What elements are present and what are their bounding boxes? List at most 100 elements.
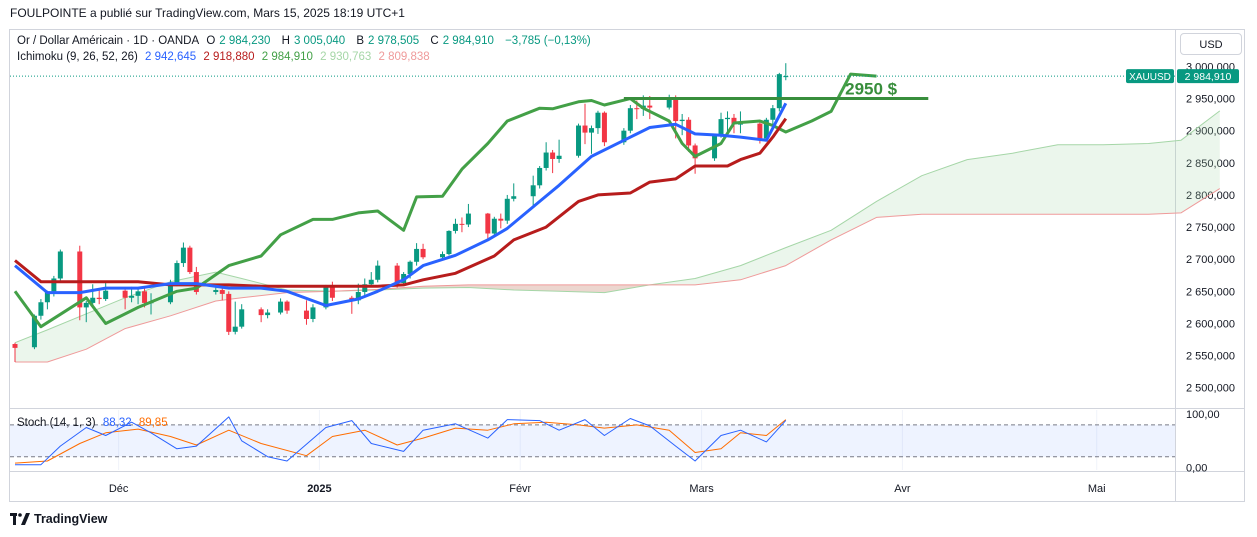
candle-body (96, 297, 102, 300)
candle-body (174, 263, 180, 284)
tradingview-logo-icon (10, 513, 30, 525)
candle (582, 103, 588, 145)
candle (537, 166, 543, 189)
candle (601, 111, 607, 147)
ichimoku-kijun-value: 2 918,880 (203, 51, 255, 63)
open-label: O (206, 35, 216, 47)
candle-body (323, 286, 329, 308)
candle (763, 117, 769, 141)
candle (692, 143, 698, 174)
candle-body (90, 297, 96, 303)
candle-body (647, 105, 653, 108)
candle (90, 284, 96, 306)
candle-body (303, 310, 309, 319)
candle (38, 299, 44, 320)
price-tick-label: 2 800,000 (1186, 190, 1235, 202)
candle (550, 149, 556, 174)
candle-body (278, 301, 284, 313)
candle (219, 288, 225, 301)
candle-body (57, 251, 63, 279)
candle-body (394, 265, 400, 283)
candle (543, 142, 549, 171)
candle (491, 216, 497, 235)
candle-body (556, 155, 562, 159)
candle-body (180, 247, 186, 264)
candle (258, 307, 264, 323)
price-tick-label: 2 950,000 (1186, 94, 1235, 106)
candle (770, 104, 776, 127)
ichimoku-label: Ichimoku (9, 26, 52, 26) (17, 51, 138, 63)
candle (420, 243, 426, 260)
stoch-tick-label: 0,00 (1186, 462, 1207, 474)
candle (303, 300, 309, 325)
low-label: B (356, 35, 365, 47)
candle-body (187, 247, 193, 273)
candle-body (692, 145, 698, 159)
price-tick-label: 2 600,000 (1186, 318, 1235, 330)
candle (504, 194, 510, 224)
stoch-label: Stoch (14, 1, 3) (17, 417, 96, 429)
candle-body (51, 278, 57, 292)
candle (83, 300, 89, 323)
candle-body (44, 291, 50, 303)
candle (783, 63, 789, 81)
candle-body (550, 152, 556, 159)
candle-body (226, 293, 232, 332)
candle-body (355, 291, 361, 301)
candle-body (601, 112, 607, 143)
candle-body (265, 312, 271, 316)
candle-body (582, 125, 588, 133)
candle-body (459, 223, 465, 225)
candle-body (757, 123, 763, 139)
candle (556, 139, 562, 163)
candle-body (511, 196, 517, 199)
last-price-label: 2 984,910 (1185, 71, 1232, 83)
candle-body (310, 307, 316, 319)
time-tick-label: Mars (689, 483, 714, 495)
candle (498, 213, 504, 229)
ichimoku-chikou-line (13, 72, 877, 329)
candle (414, 243, 420, 266)
currency-button[interactable]: USD (1180, 33, 1242, 55)
candle-body (718, 119, 724, 136)
high-value: 3 005,040 (293, 35, 346, 47)
candle (485, 212, 491, 239)
candle (588, 125, 594, 154)
candle-body (634, 108, 640, 110)
candle (57, 249, 63, 283)
candle-body (504, 198, 510, 221)
candle-body (12, 344, 18, 348)
symbol-name: Or / Dollar Américain · 1D · OANDA (17, 35, 200, 47)
candle (686, 117, 692, 152)
ichimoku-span-b (15, 188, 1221, 363)
candle (666, 94, 672, 110)
candle-body (239, 309, 245, 327)
candle-body (770, 108, 776, 120)
candle-body (31, 315, 37, 348)
candle-body (725, 117, 730, 120)
candle (511, 183, 517, 202)
candle (96, 288, 102, 305)
candle-body (232, 326, 238, 332)
candle-body (595, 112, 601, 129)
candle-body (446, 230, 452, 255)
candle-body (465, 213, 471, 225)
candle-body (686, 119, 692, 146)
candle (174, 260, 180, 287)
candle-body (530, 185, 536, 197)
candle (310, 304, 316, 323)
candle-body (666, 97, 672, 108)
candle-body (329, 286, 335, 298)
candle-body (737, 123, 743, 125)
candle (452, 218, 458, 234)
candle-body (407, 261, 413, 274)
candle-body (213, 290, 219, 292)
candle-body (588, 128, 594, 133)
candle-body (368, 279, 374, 285)
time-tick-label: 2025 (307, 483, 331, 495)
candle-body (452, 223, 458, 231)
candle-body (219, 290, 225, 294)
ichimoku-span-b-value: 2 809,838 (378, 51, 430, 63)
candle-body (485, 213, 491, 234)
